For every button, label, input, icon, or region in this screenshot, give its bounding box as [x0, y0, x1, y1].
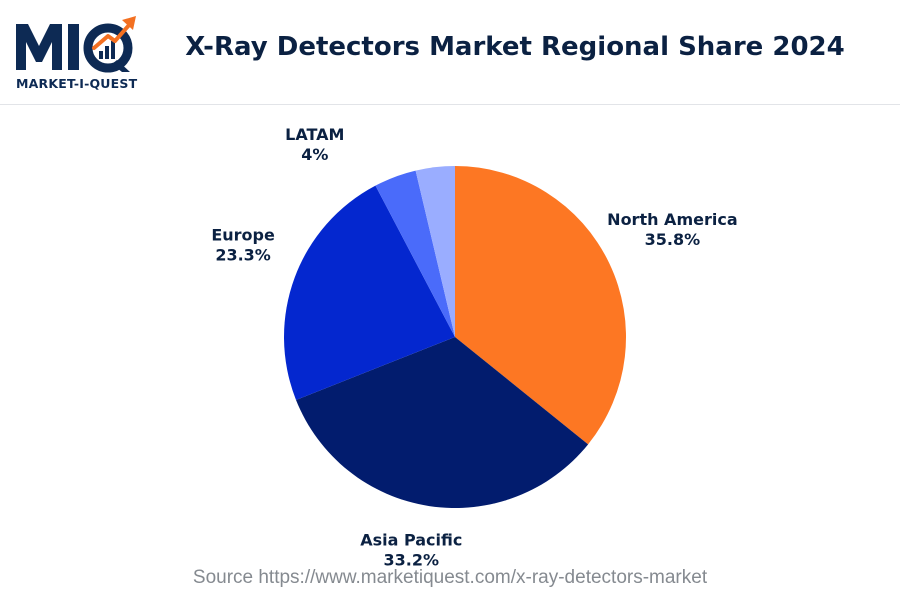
pie-slice-europe[interactable]	[284, 185, 455, 400]
header: MARKET-I-QUEST X-Ray Detectors Market Re…	[0, 0, 900, 104]
page-title: X-Ray Detectors Market Regional Share 20…	[185, 32, 845, 62]
logo-wordmark: MARKET-I-QUEST	[16, 76, 138, 91]
pie-slices	[284, 166, 627, 509]
pie-slice-latam[interactable]	[375, 170, 455, 337]
slice-value-latam: 4%	[301, 145, 328, 164]
pie-slice-other[interactable]	[415, 166, 455, 337]
slice-value-north-america: 35.8%	[645, 230, 701, 249]
source-note: Source https://www.marketiquest.com/x-ra…	[192, 567, 708, 588]
slice-label-europe: Europe	[211, 225, 275, 244]
miq-logo-mark	[16, 16, 136, 73]
company-logo[interactable]: MARKET-I-QUEST	[14, 8, 144, 94]
pie-slice-asia-pacific[interactable]	[296, 337, 589, 509]
header-divider	[0, 104, 900, 105]
slice-label-north-america: North America	[607, 210, 737, 229]
pie-slice-north-america[interactable]	[455, 166, 627, 445]
slice-value-asia-pacific: 33.2%	[384, 551, 440, 570]
slice-value-europe: 23.3%	[215, 245, 271, 264]
slice-label-latam: LATAM	[285, 125, 344, 144]
slice-label-asia-pacific: Asia Pacific	[360, 531, 462, 550]
